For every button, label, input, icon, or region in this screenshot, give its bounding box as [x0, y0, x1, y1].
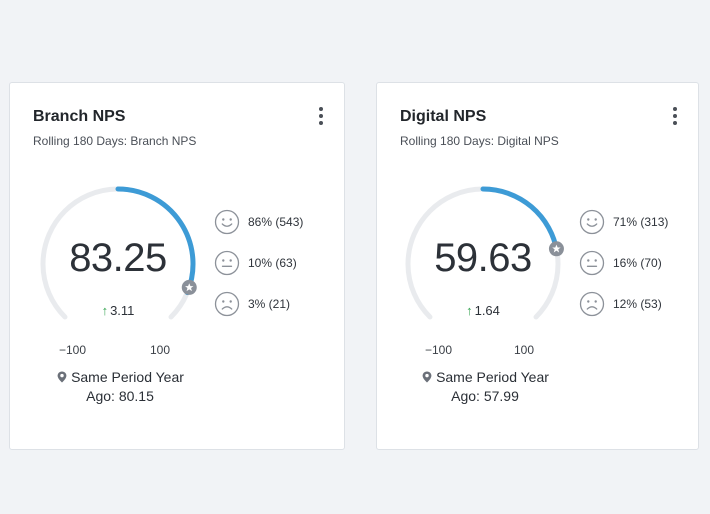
more-options-icon[interactable]	[316, 107, 326, 129]
gauge-min-label: −100	[425, 343, 453, 357]
comparison-text: Same Period Year Ago: 57.99	[405, 368, 565, 406]
card-title: Digital NPS	[400, 108, 487, 125]
nps-delta: ↑ 3.11	[38, 303, 198, 318]
sentiment-label: 3% (21)	[248, 297, 291, 311]
gauge-fill	[115, 186, 196, 296]
sad-face-icon	[214, 291, 240, 317]
smile-face-icon	[579, 209, 605, 235]
card-title: Branch NPS	[33, 108, 126, 125]
card-subtitle: Rolling 180 Days: Digital NPS	[400, 134, 559, 148]
gauge-max-label: 100	[150, 343, 171, 357]
gauge-min-label: −100	[59, 343, 87, 357]
smile-face-icon	[214, 209, 240, 235]
sentiment-label: 86% (543)	[248, 215, 304, 229]
gauge-svg	[405, 186, 564, 320]
neutral-face-icon	[214, 250, 240, 276]
sentiment-label: 71% (313)	[613, 215, 669, 229]
comparison-text: Same Period Year Ago: 80.15	[40, 368, 200, 406]
delta-value: 1.64	[474, 303, 500, 318]
location-pin-icon	[57, 371, 67, 383]
arrow-up-icon: ↑	[101, 303, 109, 318]
nps-gauge: 59.63 ↑ 1.64	[403, 184, 564, 344]
nps-score: 83.25	[69, 236, 167, 280]
nps-card-branch: Branch NPS Rolling 180 Days: Branch NPS …	[9, 82, 345, 450]
location-pin-icon	[422, 371, 432, 383]
card-subtitle: Rolling 180 Days: Branch NPS	[33, 134, 197, 148]
nps-score: 59.63	[434, 236, 532, 280]
sentiment-passives: 10% (63)	[214, 249, 297, 277]
sentiment-label: 10% (63)	[248, 256, 297, 270]
comparison-line-2: Ago: 80.15	[86, 388, 154, 404]
arrow-up-icon: ↑	[466, 303, 473, 318]
nps-delta: ↑ 1.64	[403, 303, 563, 318]
gauge-svg	[40, 186, 197, 320]
sentiment-promoters: 71% (313)	[579, 208, 668, 236]
previous-period-marker	[548, 241, 564, 257]
comparison-line-1: Same Period Year	[436, 369, 549, 385]
sad-face-icon	[579, 291, 605, 317]
comparison-line-2: Ago: 57.99	[451, 388, 519, 404]
nps-card-digital: Digital NPS Rolling 180 Days: Digital NP…	[376, 82, 699, 450]
sentiment-label: 12% (53)	[613, 297, 662, 311]
sentiment-promoters: 86% (543)	[214, 208, 303, 236]
nps-gauge: 83.25 ↑ 3.11	[38, 184, 198, 344]
previous-period-marker	[181, 279, 197, 295]
sentiment-label: 16% (70)	[613, 256, 662, 270]
sentiment-detractors: 3% (21)	[214, 290, 290, 318]
delta-value: 3.11	[110, 303, 135, 318]
comparison-line-1: Same Period Year	[71, 369, 184, 385]
neutral-face-icon	[579, 250, 605, 276]
gauge-max-label: 100	[514, 343, 535, 357]
more-options-icon[interactable]	[670, 107, 680, 129]
sentiment-detractors: 12% (53)	[579, 290, 662, 318]
gauge-fill	[480, 186, 560, 255]
sentiment-passives: 16% (70)	[579, 249, 662, 277]
